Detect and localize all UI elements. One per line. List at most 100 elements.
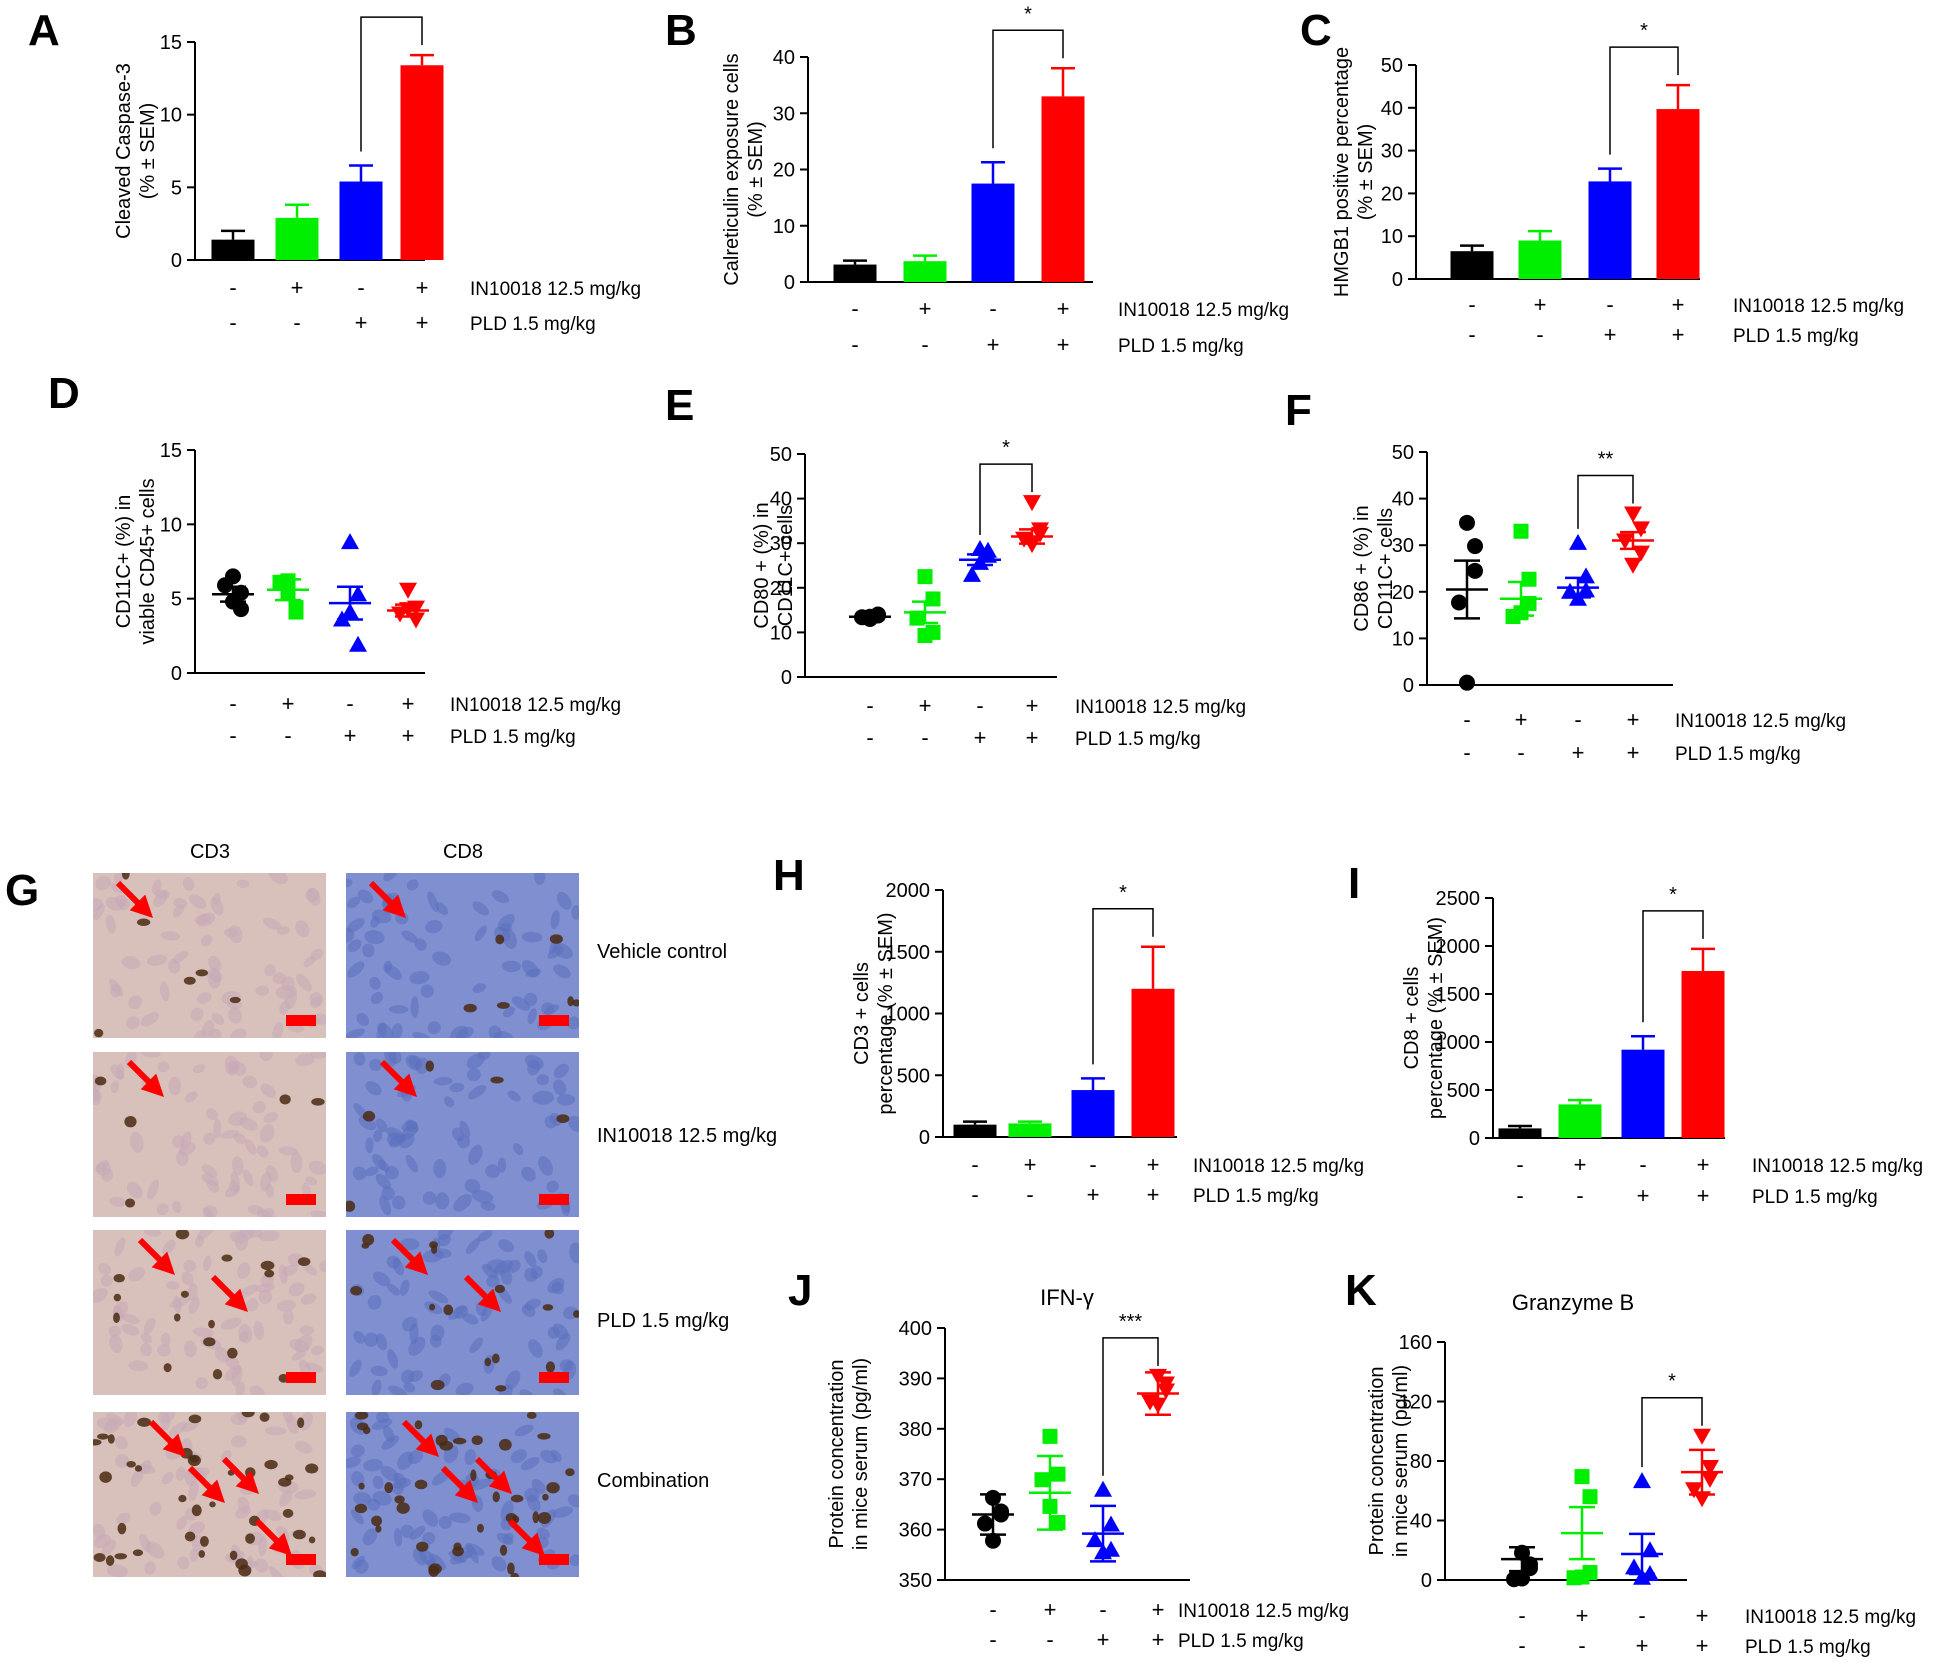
- panel-b: B 0 10 20 30 40 Calreticulin exposure cells (% …: [665, 3, 1289, 357]
- arrow-marker: [148, 1419, 194, 1465]
- data-point: [1094, 1480, 1112, 1497]
- y-tick-label: 20: [770, 578, 792, 600]
- y-tick-label: 40: [770, 489, 792, 511]
- treatment-sign: -: [229, 310, 236, 335]
- treatment-sign: -: [1574, 707, 1581, 732]
- micrograph-column-title: CD8: [443, 841, 483, 863]
- bar: [903, 261, 947, 282]
- y-tick-label: 390: [899, 1368, 932, 1390]
- y-axis-label-line: Protein concentration: [826, 1359, 848, 1548]
- treatment-label-in10018: IN10018 12.5 mg/kg: [1752, 1156, 1923, 1177]
- treatment-sign: +: [1574, 1152, 1587, 1177]
- y-axis-label-line: HMGB1 positive percentage: [1331, 47, 1353, 297]
- y-tick-label: 360: [899, 1520, 932, 1542]
- treatment-sign: +: [1026, 725, 1039, 750]
- y-tick-label: 0: [919, 1127, 930, 1149]
- micrograph-image: [346, 873, 579, 1038]
- y-axis-label: CD86 + (%) in CD11C+ cells: [1351, 505, 1397, 631]
- data-point: [985, 1532, 1001, 1549]
- bar: [833, 264, 877, 282]
- y-tick-label: 380: [899, 1419, 932, 1441]
- arrow-marker: [440, 1465, 486, 1511]
- treatment-sign: -: [971, 1152, 978, 1177]
- y-tick-label: 30: [1381, 141, 1403, 163]
- y-tick-label: 0: [1469, 1128, 1480, 1150]
- micrograph-row-label: Vehicle control: [597, 941, 727, 963]
- treatment-sign: +: [355, 310, 368, 335]
- y-axis-label-line: Cleaved Caspase-3: [113, 63, 135, 239]
- y-tick-label: 10: [773, 216, 795, 238]
- y-tick-label: 40: [1410, 1511, 1432, 1533]
- treatment-label-pld: PLD 1.5 mg/kg: [1752, 1187, 1878, 1208]
- panel-label: F: [1285, 386, 1312, 435]
- treatment-sign: -: [1606, 292, 1613, 317]
- panel-label: H: [773, 851, 805, 900]
- panel-h: H 0 500 1000 1500 2000 CD3 + cells percentage (…: [773, 851, 1364, 1207]
- y-axis-label: Calreticulin exposure cells (% ± SEM): [721, 53, 767, 285]
- treatment-sign: -: [229, 691, 236, 716]
- panel-label: J: [788, 1266, 812, 1315]
- y-axis-label: Protein concentration in mice serum (pg/m…: [826, 1358, 872, 1550]
- data-point: [1521, 571, 1537, 587]
- treatment-sign: +: [402, 691, 415, 716]
- y-axis-label-line: viable CD45+ cells: [137, 478, 159, 644]
- y-axis-label-line: Calreticulin exposure cells: [721, 53, 743, 285]
- treatment-label-in10018: IN10018 12.5 mg/kg: [1193, 1156, 1364, 1177]
- data-point: [1625, 1558, 1643, 1575]
- bar: [339, 181, 383, 260]
- y-axis-label-line: CD3 + cells: [851, 962, 873, 1065]
- y-tick-label: 0: [1421, 1570, 1432, 1592]
- y-tick-label: 10: [160, 105, 182, 127]
- treatment-label-in10018: IN10018 12.5 mg/kg: [1745, 1607, 1916, 1628]
- treatment-label-pld: PLD 1.5 mg/kg: [1745, 1637, 1871, 1658]
- micrograph-image: [346, 1052, 579, 1217]
- treatment-sign: +: [1627, 707, 1640, 732]
- treatment-sign: -: [989, 1597, 996, 1622]
- y-tick-label: 40: [1392, 489, 1414, 511]
- treatment-sign: +: [402, 723, 415, 748]
- data-point: [1561, 582, 1579, 599]
- arrow-marker: [379, 1059, 425, 1105]
- panel-label: C: [1300, 6, 1332, 55]
- chart-title: IFN-γ: [1040, 1285, 1094, 1310]
- scale-bar: [539, 1015, 569, 1026]
- bar: [1588, 181, 1632, 279]
- y-axis-label: CD8 + cells percentage (% ± SEM): [1401, 917, 1447, 1119]
- treatment-sign: +: [1147, 1152, 1160, 1177]
- treatment-sign: -: [346, 691, 353, 716]
- treatment-sign: -: [1576, 1183, 1583, 1208]
- y-tick-label: 50: [770, 444, 792, 466]
- significance-bracket: [360, 16, 423, 152]
- data-point: [233, 584, 249, 601]
- data-point: [1102, 1540, 1120, 1557]
- treatment-sign: +: [1604, 322, 1617, 347]
- arrow-marker: [126, 1059, 172, 1105]
- y-axis-label-line: CD8 + cells: [1401, 967, 1423, 1070]
- treatment-sign: -: [1518, 1633, 1525, 1658]
- treatment-label-pld: PLD 1.5 mg/kg: [1675, 744, 1801, 765]
- y-tick-label: 30: [773, 103, 795, 125]
- data-point: [1086, 1531, 1104, 1548]
- treatment-sign: -: [1468, 322, 1475, 347]
- treatment-sign: -: [1463, 707, 1470, 732]
- panel-label: G: [5, 866, 39, 915]
- treatment-sign: +: [416, 275, 429, 300]
- y-tick-label: 40: [1381, 98, 1403, 120]
- treatment-sign: -: [1578, 1633, 1585, 1658]
- panel-f: F 0 10 20 30 40 50 CD86 + (%) in CD11C+ cells ** -…: [1285, 386, 1846, 765]
- bar: [1518, 240, 1562, 279]
- treatment-sign: +: [1534, 292, 1547, 317]
- treatment-sign: -: [1516, 1183, 1523, 1208]
- y-axis-label: CD11C+ (%) in viable CD45+ cells: [113, 478, 159, 644]
- micrograph-row-label: Combination: [597, 1470, 709, 1492]
- treatment-sign: -: [866, 693, 873, 718]
- treatment-sign: +: [291, 275, 304, 300]
- significance-label: *: [1024, 3, 1032, 25]
- scale-bar: [286, 1554, 316, 1565]
- arrow-marker: [401, 1419, 447, 1465]
- y-tick-label: 500: [1447, 1080, 1480, 1102]
- treatment-sign: +: [974, 725, 987, 750]
- treatment-sign: +: [1057, 332, 1070, 357]
